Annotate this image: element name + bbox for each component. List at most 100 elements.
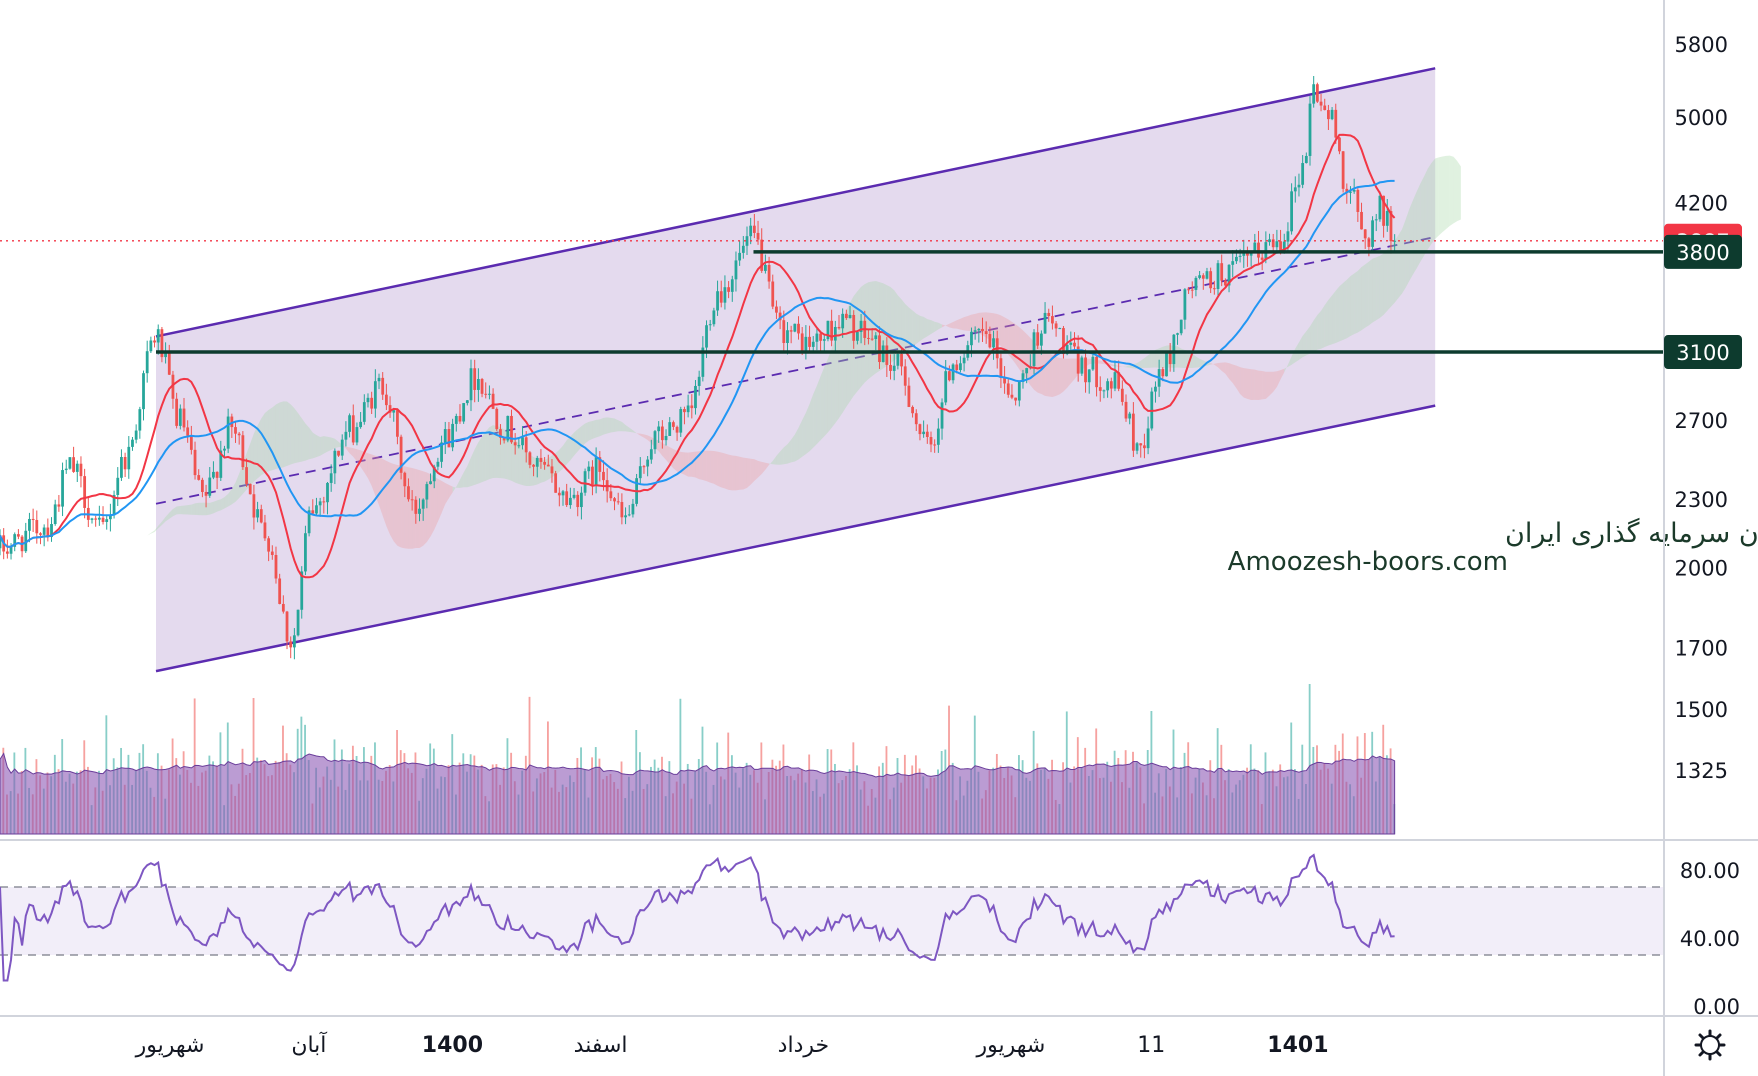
candle[interactable] bbox=[13, 532, 17, 552]
candle[interactable] bbox=[1176, 332, 1179, 345]
candle[interactable] bbox=[296, 609, 300, 637]
candle[interactable] bbox=[1098, 376, 1102, 402]
candle[interactable] bbox=[1021, 369, 1025, 389]
candle[interactable] bbox=[546, 454, 550, 467]
candle[interactable] bbox=[57, 495, 61, 512]
candle[interactable] bbox=[1363, 229, 1367, 249]
candle[interactable] bbox=[734, 251, 738, 292]
candle[interactable] bbox=[727, 281, 730, 299]
candle[interactable] bbox=[561, 489, 565, 506]
candle[interactable] bbox=[903, 359, 907, 396]
candle[interactable] bbox=[451, 418, 455, 452]
candle[interactable] bbox=[223, 445, 226, 458]
candle[interactable] bbox=[741, 236, 745, 259]
channel-lower-line[interactable] bbox=[155, 404, 1436, 673]
candle[interactable] bbox=[598, 451, 602, 482]
candle[interactable] bbox=[925, 424, 929, 444]
candle[interactable] bbox=[462, 402, 466, 424]
candle[interactable] bbox=[1334, 103, 1338, 144]
candle[interactable] bbox=[756, 220, 760, 245]
candle[interactable] bbox=[61, 462, 64, 517]
candle[interactable] bbox=[270, 545, 274, 560]
candle[interactable] bbox=[153, 335, 156, 348]
candle[interactable] bbox=[653, 429, 657, 454]
candle[interactable] bbox=[764, 254, 767, 274]
candle[interactable] bbox=[1231, 250, 1235, 278]
candle[interactable] bbox=[1043, 302, 1047, 334]
candle[interactable] bbox=[782, 310, 786, 352]
candle[interactable] bbox=[1275, 229, 1279, 254]
candle[interactable] bbox=[694, 380, 697, 415]
candle[interactable] bbox=[421, 498, 425, 521]
candle[interactable] bbox=[638, 457, 642, 485]
candle[interactable] bbox=[219, 440, 223, 481]
candle[interactable] bbox=[1349, 186, 1352, 204]
candle[interactable] bbox=[200, 477, 204, 498]
candle[interactable] bbox=[878, 326, 881, 369]
candle[interactable] bbox=[572, 487, 576, 500]
candle[interactable] bbox=[138, 406, 142, 439]
candle[interactable] bbox=[381, 372, 385, 400]
candle[interactable] bbox=[811, 336, 815, 353]
candle[interactable] bbox=[234, 420, 237, 443]
candle[interactable] bbox=[1087, 369, 1091, 394]
candle[interactable] bbox=[660, 420, 664, 449]
candle[interactable] bbox=[24, 522, 28, 553]
candle[interactable] bbox=[532, 463, 535, 477]
candle[interactable] bbox=[568, 487, 572, 509]
candle[interactable] bbox=[697, 370, 701, 396]
candle[interactable] bbox=[1297, 173, 1301, 197]
candle[interactable] bbox=[646, 456, 650, 477]
candle[interactable] bbox=[922, 420, 926, 438]
candle[interactable] bbox=[1109, 377, 1113, 399]
candle[interactable] bbox=[1091, 354, 1095, 371]
level-tag-3100[interactable]: 3100 bbox=[1664, 335, 1742, 370]
candle[interactable] bbox=[885, 337, 889, 378]
time-axis[interactable]: شهریور آبان 1400 اسفند خرداد شهریور 11 1401 bbox=[135, 1031, 1329, 1058]
candle[interactable] bbox=[657, 421, 661, 443]
candle[interactable] bbox=[1216, 260, 1220, 298]
candle[interactable] bbox=[977, 327, 981, 343]
candle[interactable] bbox=[28, 512, 31, 543]
candle[interactable] bbox=[182, 397, 186, 432]
candle[interactable] bbox=[1341, 151, 1345, 193]
candle[interactable] bbox=[933, 439, 937, 453]
candle[interactable] bbox=[543, 457, 547, 470]
candle[interactable] bbox=[127, 436, 131, 479]
candle[interactable] bbox=[1014, 397, 1018, 406]
candle[interactable] bbox=[1323, 98, 1327, 111]
candle[interactable] bbox=[1212, 280, 1216, 295]
candle[interactable] bbox=[480, 377, 484, 398]
candle[interactable] bbox=[75, 460, 79, 482]
candle[interactable] bbox=[1374, 213, 1378, 232]
candle[interactable] bbox=[1268, 233, 1271, 246]
candle[interactable] bbox=[340, 434, 344, 461]
candle[interactable] bbox=[852, 310, 856, 349]
candle[interactable] bbox=[992, 330, 995, 360]
candle[interactable] bbox=[686, 394, 690, 418]
candle[interactable] bbox=[583, 468, 587, 496]
candle[interactable] bbox=[848, 306, 852, 319]
candle[interactable] bbox=[443, 421, 447, 455]
candle[interactable] bbox=[1194, 276, 1198, 297]
candle[interactable] bbox=[72, 446, 75, 473]
candle[interactable] bbox=[701, 336, 705, 382]
candle[interactable] bbox=[123, 452, 127, 478]
candle[interactable] bbox=[819, 330, 822, 352]
candle[interactable] bbox=[263, 514, 267, 541]
candle[interactable] bbox=[90, 517, 94, 524]
candle[interactable] bbox=[278, 573, 282, 605]
candle[interactable] bbox=[392, 407, 396, 422]
candle[interactable] bbox=[469, 359, 473, 412]
candle[interactable] bbox=[171, 370, 175, 409]
candle[interactable] bbox=[752, 213, 756, 239]
candle[interactable] bbox=[97, 505, 101, 526]
candle[interactable] bbox=[999, 353, 1003, 389]
candle[interactable] bbox=[31, 508, 35, 533]
candle[interactable] bbox=[454, 413, 458, 432]
candle[interactable] bbox=[322, 496, 326, 514]
candle[interactable] bbox=[981, 317, 984, 342]
candle[interactable] bbox=[17, 529, 20, 540]
candle[interactable] bbox=[1393, 234, 1397, 253]
